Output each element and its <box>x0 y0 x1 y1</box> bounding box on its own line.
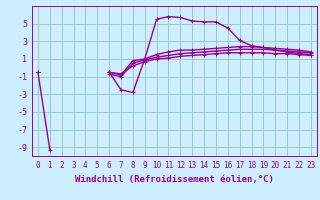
X-axis label: Windchill (Refroidissement éolien,°C): Windchill (Refroidissement éolien,°C) <box>75 175 274 184</box>
